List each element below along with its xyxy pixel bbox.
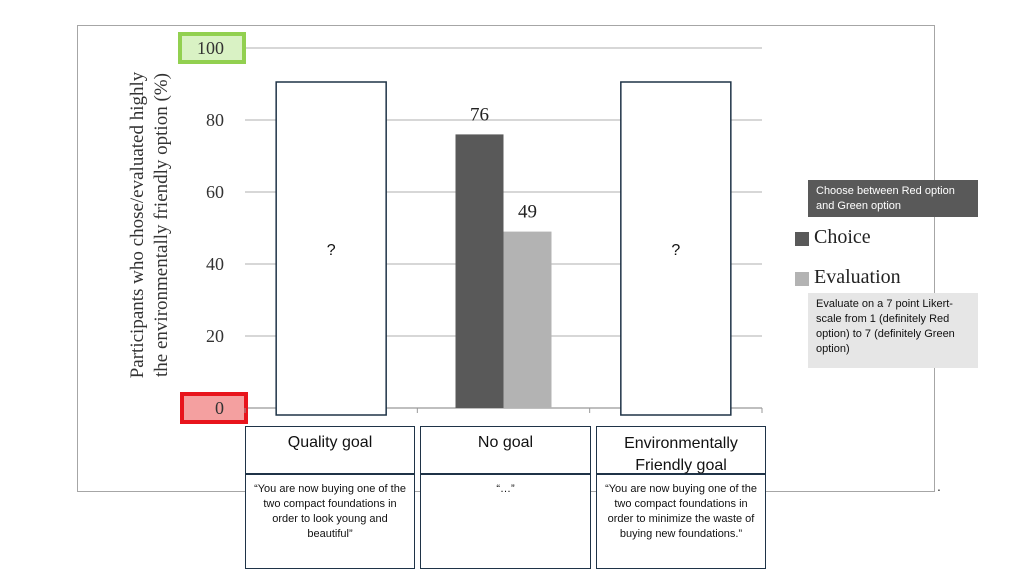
category-label-environmental: Environmentally Friendly goal [596,426,766,474]
y-tick-label-40: 40 [206,254,224,274]
y-tick-label-0: 0 [215,398,224,418]
evaluation-note: Evaluate on a 7 point Likert-scale from … [808,293,978,368]
y-axis-title: Participants who chose/evaluated highly … [127,71,172,379]
y-tick-label-100: 100 [197,38,224,58]
choice-note: Choose between Red option and Green opti… [808,180,978,217]
description-no-goal: “…” [420,474,591,569]
max-tick-highlight [178,32,246,64]
y-tick-label-20: 20 [206,326,224,346]
legend-label-evaluation: Evaluation [814,266,901,288]
y-tick-label-60: 60 [206,182,224,202]
unknown-placeholder-0 [275,81,387,416]
category-label-no-goal: No goal [420,426,591,474]
y-tick-label-80: 80 [206,110,224,130]
legend-swatch-evaluation [795,272,809,286]
trailing-mark: . [937,478,941,494]
bar-choice-1 [455,134,504,408]
unknown-marker-2: ? [671,242,680,259]
legend-label-choice: Choice [814,226,871,248]
description-quality: “You are now buying one of the two compa… [245,474,415,569]
unknown-marker-0: ? [327,242,336,259]
data-label-choice-1: 76 [470,104,489,125]
description-environmental: “You are now buying one of the two compa… [596,474,766,569]
data-label-evaluation-1: 49 [518,202,537,223]
category-label-quality: Quality goal [245,426,415,474]
unknown-placeholder-2 [620,81,732,416]
bar-evaluation-1 [503,231,552,408]
legend-swatch-choice [795,232,809,246]
min-tick-highlight [180,392,248,424]
